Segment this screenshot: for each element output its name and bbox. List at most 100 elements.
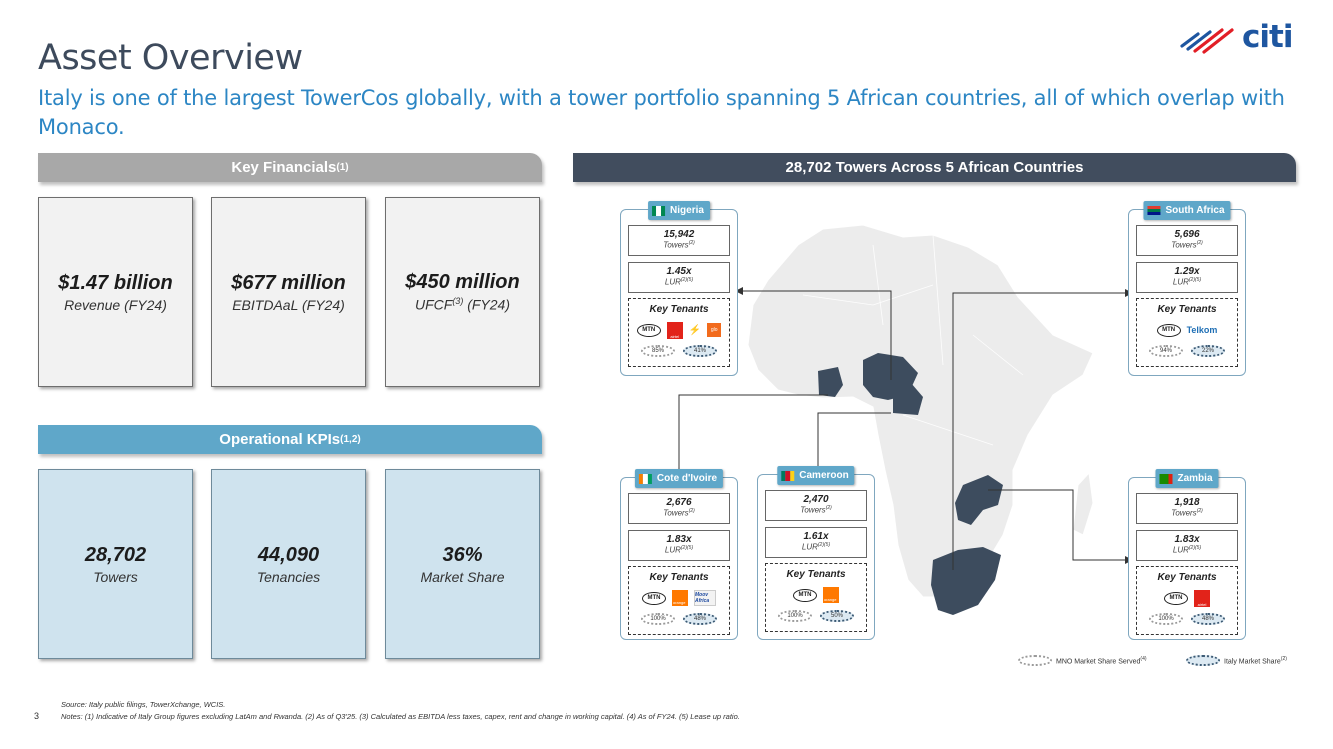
- connector-lines: [678, 290, 1125, 570]
- lur-label-sup: (2)(5): [817, 542, 831, 548]
- key-tenants-box: Key Tenants MTN Telkom 94% 22%: [1136, 298, 1238, 367]
- lur-stat: 1.83x LUR(2)(5): [628, 530, 730, 561]
- legend-italy: Italy Market Share(2): [1186, 655, 1287, 666]
- country-name: Cote d'Ivoire: [656, 473, 718, 484]
- share-ovals: 100% 48%: [629, 613, 729, 625]
- tenant-logos: MTN airtel ⚡ glo: [629, 321, 729, 339]
- kpi-value: 36%: [442, 543, 483, 566]
- moov-africa-logo: Moov Africa: [694, 590, 716, 606]
- page-subtitle: Italy is one of the largest TowerCos glo…: [38, 86, 1285, 139]
- legend-mno: MNO Market Share Served(4): [1018, 655, 1147, 666]
- lur-stat: 1.29x LUR(2)(5): [1136, 262, 1238, 293]
- south-africa-region: [931, 547, 1001, 615]
- lur-label-text: LUR: [1172, 545, 1189, 555]
- glo-logo: glo: [707, 323, 722, 337]
- towers-value: 2,676: [666, 497, 692, 508]
- cote-divoire-region: [818, 367, 843, 397]
- cote-divoire-flag-icon: [638, 473, 652, 484]
- towers-label-text: Towers: [663, 240, 689, 250]
- kpi-label: EBITDAaL (FY24): [232, 296, 345, 313]
- lur-label-sup: (2)(5): [680, 545, 694, 551]
- kpi-label-sup: (3): [452, 296, 464, 307]
- airtel-logo: airtel: [666, 321, 683, 339]
- country-chip: South Africa: [1143, 201, 1231, 220]
- kpi-label: Towers: [93, 568, 138, 585]
- towers-stat: 2,676 Towers(2): [628, 493, 730, 524]
- italy-share-badge: 41%: [683, 345, 717, 357]
- key-tenants-box: Key Tenants MTN orange Moov Africa 100% …: [628, 566, 730, 635]
- zambia-flag-icon: [1159, 473, 1173, 484]
- towers-stat: 15,942 Towers(2): [628, 225, 730, 256]
- towers-label-sup: (2): [825, 505, 832, 511]
- kpi-card-ebitdaal: $677 million EBITDAaL (FY24): [211, 197, 366, 387]
- legend-mno-sup: (4): [1140, 655, 1147, 662]
- mno-share-badge: 100%: [1149, 613, 1183, 625]
- towers-stat: 1,918 Towers(2): [1136, 493, 1238, 524]
- italy-share-badge: 50%: [820, 610, 854, 622]
- lur-label: LUR(2)(5): [766, 542, 866, 552]
- zambia-region: [955, 475, 1003, 525]
- tenant-logos: MTN airtel: [1137, 589, 1237, 607]
- mtn-logo: MTN: [1164, 591, 1188, 605]
- share-ovals: 94% 22%: [1137, 345, 1237, 357]
- lur-label-sup: (2)(5): [1188, 545, 1202, 551]
- mno-share-badge: 94%: [1149, 345, 1183, 357]
- key-financials-header: Key Financials (1): [38, 153, 542, 182]
- towers-label: Towers(2): [1137, 508, 1237, 518]
- telkom-logo: Telkom: [1186, 325, 1218, 335]
- towers-label: Towers(2): [629, 240, 729, 250]
- tenant-logos: MTN orange Moov Africa: [629, 589, 729, 607]
- bolt-icon: ⚡: [688, 324, 702, 336]
- madagascar: [1072, 471, 1094, 536]
- italy-share-badge: 48%: [683, 613, 717, 625]
- legend-mno-text: MNO Market Share Served: [1056, 658, 1141, 666]
- citi-logo: [1180, 28, 1234, 54]
- kpi-value: 28,702: [84, 543, 147, 566]
- country-card-zambia: Zambia 1,918 Towers(2) 1.83x LUR(2)(5) K…: [1128, 469, 1246, 640]
- kpi-card-tenancies: 44,090 Tenancies: [211, 469, 366, 659]
- towers-label-text: Towers: [1171, 508, 1197, 518]
- country-card-cote-divoire: Cote d'Ivoire 2,676 Towers(2) 1.83x LUR(…: [620, 469, 738, 640]
- towers-value: 2,470: [803, 494, 829, 505]
- towers-value: 1,918: [1174, 497, 1200, 508]
- tenant-logos: MTN Telkom: [1137, 321, 1237, 339]
- key-tenants-title: Key Tenants: [786, 569, 846, 580]
- share-ovals: 100% 48%: [1137, 613, 1237, 625]
- mno-share-badge: 100%: [641, 613, 675, 625]
- lur-value: 1.45x: [666, 266, 692, 277]
- cameroon-region: [893, 383, 923, 415]
- country-name: Nigeria: [670, 205, 704, 216]
- kpi-card-towers: 28,702 Towers: [38, 469, 193, 659]
- mtn-logo: MTN: [636, 323, 661, 337]
- lur-label-sup: (2)(5): [680, 277, 694, 283]
- kpi-card-ufcf: $450 million UFCF(3) (FY24): [385, 197, 540, 387]
- lur-value: 1.61x: [803, 531, 829, 542]
- mtn-logo: MTN: [793, 588, 817, 602]
- lur-value: 1.83x: [666, 534, 692, 545]
- lur-label: LUR(2)(5): [629, 277, 729, 287]
- map-section-title: 28,702 Towers Across 5 African Countries: [785, 159, 1084, 176]
- citi-arc-icon: [1180, 28, 1234, 54]
- tenant-logos: MTN orange: [766, 586, 866, 604]
- country-chip: Cameroon: [777, 466, 855, 485]
- kpi-label-suffix: (FY24): [463, 296, 510, 313]
- country-chip: Zambia: [1155, 469, 1219, 488]
- kpi-card-market-share: 36% Market Share: [385, 469, 540, 659]
- map-section-header: 28,702 Towers Across 5 African Countries: [573, 153, 1296, 182]
- lur-value: 1.83x: [1174, 534, 1200, 545]
- country-name: Zambia: [1177, 473, 1213, 484]
- kpi-value: 44,090: [257, 543, 320, 566]
- key-tenants-title: Key Tenants: [1157, 304, 1217, 315]
- lur-label-sup: (2)(5): [1188, 277, 1202, 283]
- towers-value: 5,696: [1174, 229, 1200, 240]
- operational-kpis-header: Operational KPIs (1,2): [38, 425, 542, 454]
- key-tenants-title: Key Tenants: [649, 572, 709, 583]
- towers-stat: 5,696 Towers(2): [1136, 225, 1238, 256]
- mno-share-badge: 100%: [778, 610, 812, 622]
- footer-notes: Notes: (1) Indicative of Italy Group fig…: [61, 712, 740, 721]
- italy-share-badge: 48%: [1191, 613, 1225, 625]
- italy-share-badge: 22%: [1191, 345, 1225, 357]
- lur-label-text: LUR: [1172, 277, 1189, 287]
- page-title: Asset Overview: [38, 38, 303, 78]
- towers-label-text: Towers: [663, 508, 689, 518]
